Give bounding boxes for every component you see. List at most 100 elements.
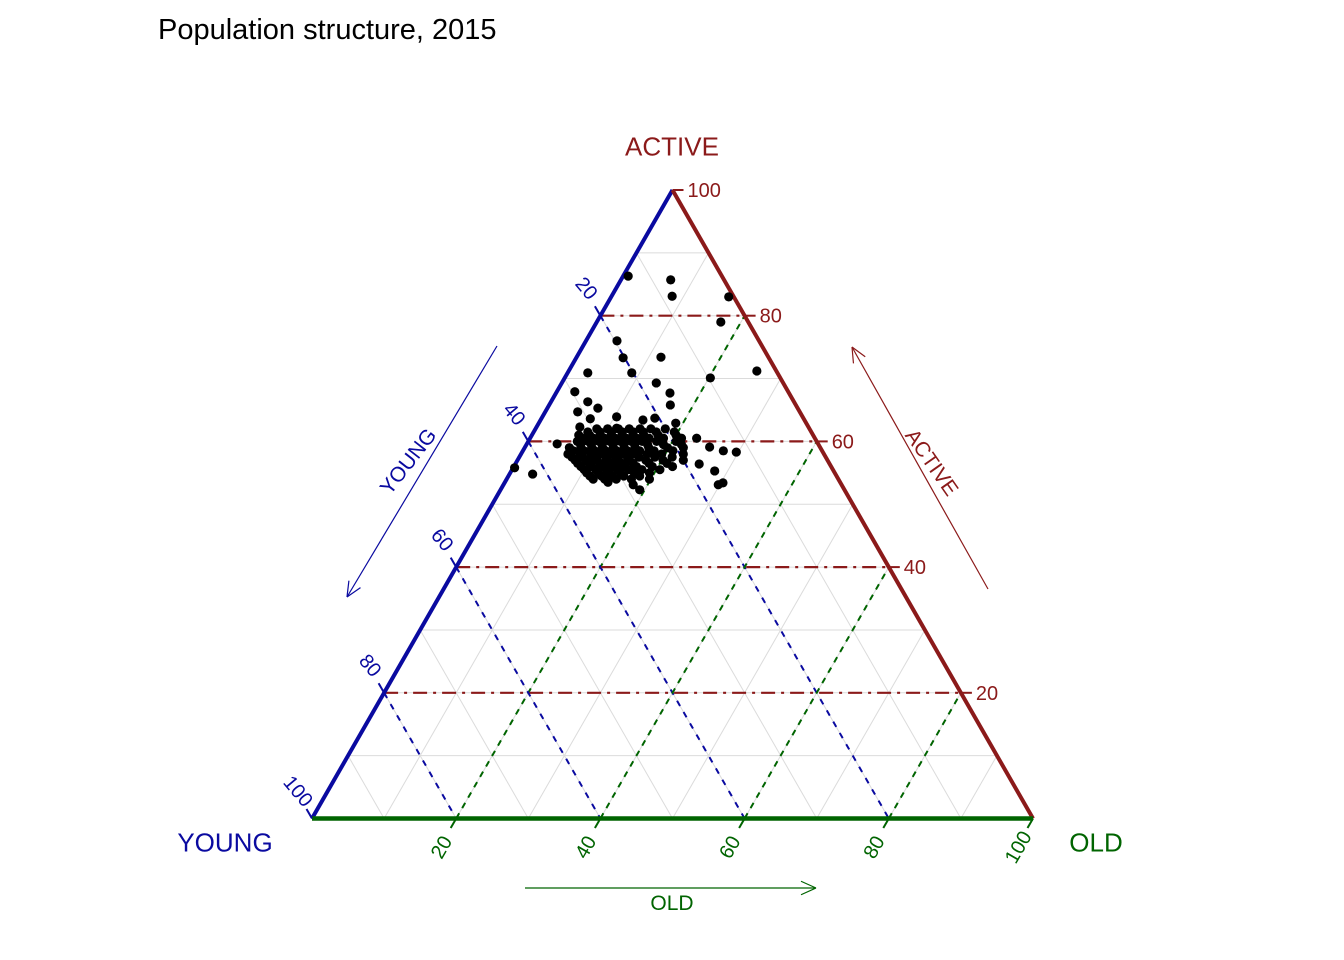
minor-gridline-old: [960, 755, 998, 819]
old-tick-20: [449, 817, 458, 829]
minor-gridline-young: [491, 504, 673, 819]
data-point: [510, 463, 520, 473]
data-point: [626, 474, 637, 484]
active-axis-arrow-head: [851, 346, 866, 358]
minor-gridline-old: [816, 629, 926, 819]
data-point: [652, 436, 662, 446]
old-tick-60: [738, 817, 746, 829]
data-point: [752, 366, 762, 376]
data-point: [618, 353, 628, 363]
data-point: [552, 439, 562, 449]
old-tick-label-40: 40: [571, 832, 601, 862]
data-point: [665, 388, 675, 398]
data-point: [731, 447, 741, 457]
data-point: [644, 468, 655, 478]
active-axis-corner-label: ACTIVE: [625, 131, 719, 162]
data-point: [724, 292, 734, 302]
data-point: [667, 291, 677, 301]
data-point: [585, 414, 595, 424]
young-tick-label-40: 40: [498, 399, 529, 430]
data-point: [665, 400, 675, 410]
data-point: [656, 352, 666, 362]
gridline-old-40: [599, 440, 818, 819]
data-point: [650, 413, 660, 423]
old-axis-arrow-head: [800, 887, 817, 896]
young-tick-label-100: 100: [278, 772, 316, 812]
data-point: [678, 449, 688, 459]
young-tick-label-60: 60: [426, 525, 457, 556]
old-tick-label-100: 100: [1001, 828, 1037, 868]
young-tick-label-80: 80: [354, 650, 385, 681]
data-point: [666, 275, 676, 285]
young-tick-label-20: 20: [570, 273, 601, 304]
old-tick-80: [882, 817, 890, 829]
data-point: [528, 469, 538, 479]
old-axis-arrow-label: OLD: [650, 892, 694, 915]
young-axis-arrow-head: [346, 587, 361, 598]
data-point: [583, 397, 593, 407]
data-point: [612, 412, 622, 422]
young-tick-40: [521, 431, 530, 442]
data-point: [634, 452, 644, 462]
active-tick-label-100: 100: [688, 180, 721, 202]
minor-gridline-young: [419, 629, 529, 819]
old-tick-label-60: 60: [715, 832, 745, 862]
data-point: [678, 443, 688, 453]
active-tick-label-40: 40: [904, 557, 926, 579]
data-point: [619, 471, 629, 481]
data-point: [694, 459, 704, 469]
data-point: [651, 378, 661, 388]
data-point: [655, 465, 665, 475]
data-point: [705, 373, 715, 383]
data-point: [678, 455, 688, 465]
data-point: [671, 418, 681, 428]
old-tick-label-20: 20: [427, 832, 457, 862]
data-point: [612, 336, 622, 346]
data-point: [600, 474, 610, 484]
young-axis-edge: [310, 189, 675, 820]
minor-gridline-young: [636, 252, 962, 819]
data-point: [588, 474, 598, 484]
young-tick-100: [305, 808, 313, 820]
data-point: [667, 452, 677, 462]
active-tick-label-20: 20: [976, 683, 998, 705]
young-axis-arrow-head: [346, 580, 350, 598]
active-axis-arrow: [851, 346, 989, 590]
data-point: [570, 387, 580, 397]
data-point: [635, 471, 645, 481]
data-point: [716, 317, 726, 327]
old-tick-label-80: 80: [860, 832, 890, 862]
data-point: [575, 422, 585, 432]
data-point: [692, 433, 702, 443]
young-tick-80: [377, 682, 385, 694]
active-tick-label-80: 80: [760, 306, 782, 328]
data-point: [611, 474, 621, 484]
active-axis-arrow-head: [851, 346, 855, 364]
data-point: [627, 368, 637, 378]
gridline-young-80: [383, 692, 458, 819]
young-tick-60: [449, 557, 458, 568]
young-axis-corner-label: YOUNG: [177, 827, 273, 858]
gridline-old-80: [887, 692, 962, 819]
data-point: [573, 407, 583, 417]
data-point: [583, 368, 593, 378]
minor-gridline-young: [347, 755, 385, 819]
data-point: [710, 466, 720, 476]
young-tick-20: [594, 305, 602, 317]
data-point: [593, 403, 603, 413]
data-point: [635, 485, 645, 495]
data-point: [718, 478, 728, 488]
gridline-young-60: [455, 566, 602, 819]
data-point: [623, 271, 633, 281]
old-axis-arrow-head: [800, 880, 817, 889]
data-point: [660, 424, 670, 434]
active-tick-label-60: 60: [832, 431, 854, 453]
data-point: [658, 433, 669, 443]
young-axis-arrow: [346, 345, 498, 598]
old-axis-corner-label: OLD: [1069, 827, 1123, 858]
data-point: [667, 461, 678, 472]
chart-title: Population structure, 2015: [158, 14, 497, 46]
data-point: [718, 446, 728, 456]
